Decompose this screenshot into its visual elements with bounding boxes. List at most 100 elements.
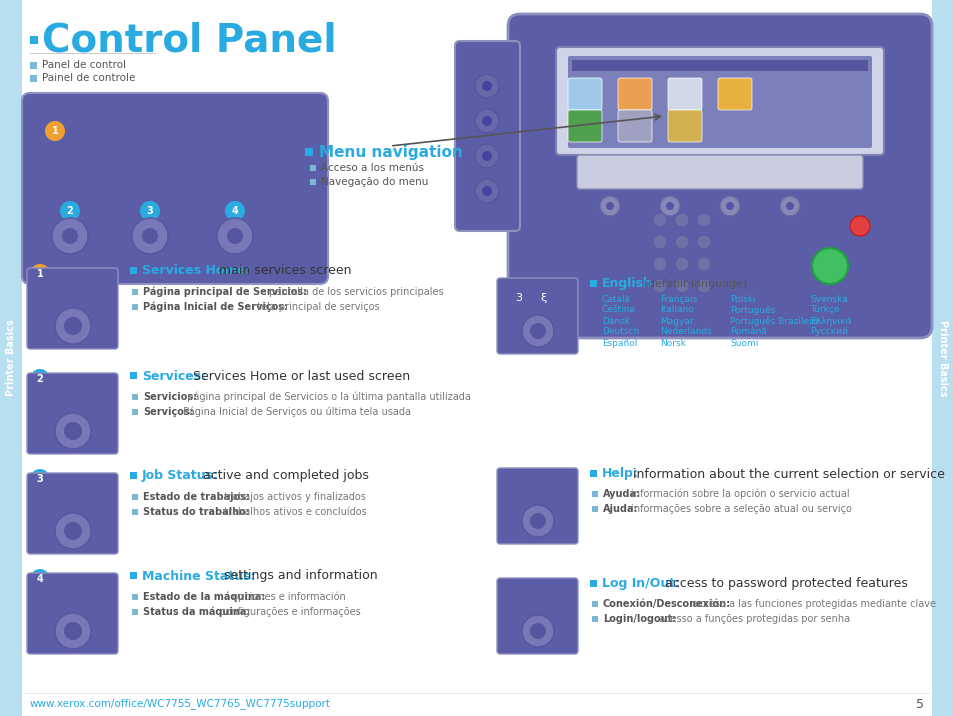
Circle shape bbox=[475, 109, 498, 133]
Circle shape bbox=[785, 202, 793, 210]
FancyBboxPatch shape bbox=[931, 0, 953, 716]
Bar bbox=[132, 409, 138, 415]
Bar bbox=[132, 304, 138, 310]
Text: Services:: Services: bbox=[142, 369, 206, 382]
Text: Nederlands: Nederlands bbox=[659, 327, 711, 337]
Bar bbox=[130, 572, 137, 579]
Circle shape bbox=[30, 369, 50, 389]
Circle shape bbox=[697, 235, 710, 249]
Text: Services Home or last used screen: Services Home or last used screen bbox=[189, 369, 410, 382]
Text: Norsk: Norsk bbox=[659, 339, 685, 347]
Text: Türkçe: Türkçe bbox=[809, 306, 839, 314]
Circle shape bbox=[64, 317, 82, 335]
FancyBboxPatch shape bbox=[618, 110, 651, 142]
FancyBboxPatch shape bbox=[577, 155, 862, 189]
Circle shape bbox=[605, 202, 614, 210]
Circle shape bbox=[780, 196, 800, 216]
Text: Estado de la máquina:: Estado de la máquina: bbox=[143, 591, 265, 602]
Text: Acceso a los menús: Acceso a los menús bbox=[320, 163, 423, 173]
FancyBboxPatch shape bbox=[27, 373, 118, 454]
Text: tela principal de serviços: tela principal de serviços bbox=[253, 302, 379, 312]
Bar bbox=[30, 75, 37, 82]
Bar bbox=[132, 609, 138, 615]
Text: 2: 2 bbox=[67, 206, 73, 216]
Text: 4: 4 bbox=[36, 574, 43, 584]
Text: Panel de control: Panel de control bbox=[42, 60, 126, 70]
Bar bbox=[30, 36, 38, 44]
Text: Română: Română bbox=[729, 327, 766, 337]
FancyBboxPatch shape bbox=[667, 78, 701, 110]
FancyBboxPatch shape bbox=[618, 78, 651, 110]
Text: Log In/Out:: Log In/Out: bbox=[601, 578, 679, 591]
Text: 1: 1 bbox=[36, 269, 43, 279]
Text: Services Home:: Services Home: bbox=[142, 264, 251, 278]
Circle shape bbox=[530, 513, 545, 529]
Circle shape bbox=[652, 213, 666, 227]
Text: 3: 3 bbox=[147, 206, 153, 216]
Circle shape bbox=[481, 81, 492, 91]
Text: trabalhos ativos e concluídos: trabalhos ativos e concluídos bbox=[221, 507, 366, 517]
FancyBboxPatch shape bbox=[27, 268, 118, 349]
Circle shape bbox=[652, 279, 666, 293]
Circle shape bbox=[675, 257, 688, 271]
Text: información sobre la opción o servicio actual: información sobre la opción o servicio a… bbox=[627, 489, 848, 499]
Text: Magyar: Magyar bbox=[659, 316, 693, 326]
Circle shape bbox=[675, 213, 688, 227]
Text: Deutsch: Deutsch bbox=[601, 327, 639, 337]
Text: Polski: Polski bbox=[729, 294, 755, 304]
Text: Suomi: Suomi bbox=[729, 339, 758, 347]
Text: Menu navigation: Menu navigation bbox=[318, 145, 462, 160]
Text: Status do trabalho:: Status do trabalho: bbox=[143, 507, 250, 517]
Text: information about the current selection or service: information about the current selection … bbox=[628, 468, 943, 480]
Circle shape bbox=[530, 623, 545, 639]
Text: Printer Basics: Printer Basics bbox=[937, 319, 947, 397]
Text: Help:: Help: bbox=[601, 468, 639, 480]
Bar bbox=[310, 179, 315, 185]
Text: active and completed jobs: active and completed jobs bbox=[199, 470, 369, 483]
Circle shape bbox=[521, 315, 554, 347]
Bar bbox=[310, 165, 315, 171]
Bar bbox=[589, 280, 597, 287]
Circle shape bbox=[52, 218, 88, 254]
Text: Navegação do menu: Navegação do menu bbox=[320, 177, 428, 187]
FancyBboxPatch shape bbox=[556, 47, 883, 155]
Bar bbox=[592, 491, 598, 497]
Circle shape bbox=[30, 264, 50, 284]
Circle shape bbox=[675, 279, 688, 293]
Text: pantalla de los servicios principales: pantalla de los servicios principales bbox=[266, 287, 443, 297]
Text: Machine Status:: Machine Status: bbox=[142, 569, 255, 583]
Circle shape bbox=[55, 308, 91, 344]
FancyBboxPatch shape bbox=[567, 110, 601, 142]
FancyBboxPatch shape bbox=[667, 110, 701, 142]
FancyBboxPatch shape bbox=[507, 14, 931, 338]
Circle shape bbox=[475, 179, 498, 203]
Text: Job Status:: Job Status: bbox=[142, 470, 218, 483]
Text: Página principal de Servicios:: Página principal de Servicios: bbox=[143, 286, 307, 297]
Text: Français: Français bbox=[659, 294, 697, 304]
FancyBboxPatch shape bbox=[27, 473, 118, 554]
Circle shape bbox=[140, 201, 160, 221]
Text: Painel de controle: Painel de controle bbox=[42, 73, 135, 83]
Text: main services screen: main services screen bbox=[214, 264, 351, 278]
Circle shape bbox=[55, 413, 91, 449]
Bar bbox=[130, 472, 137, 479]
FancyBboxPatch shape bbox=[497, 468, 578, 544]
Circle shape bbox=[62, 228, 78, 244]
Text: (default language): (default language) bbox=[639, 279, 746, 289]
Text: Português: Português bbox=[729, 305, 775, 315]
Bar bbox=[572, 60, 867, 71]
Circle shape bbox=[132, 218, 168, 254]
Circle shape bbox=[659, 196, 679, 216]
Bar bbox=[305, 148, 313, 156]
Circle shape bbox=[697, 257, 710, 271]
Circle shape bbox=[225, 201, 245, 221]
Text: Čeština: Čeština bbox=[601, 306, 636, 314]
Bar bbox=[132, 594, 138, 600]
Bar bbox=[589, 470, 597, 477]
Text: Login/logout:: Login/logout: bbox=[602, 614, 676, 624]
Text: English: English bbox=[601, 278, 652, 291]
Text: acesso a funções protegidas por senha: acesso a funções protegidas por senha bbox=[656, 614, 849, 624]
Circle shape bbox=[481, 186, 492, 196]
Circle shape bbox=[665, 202, 673, 210]
Text: Página Inicial de Serviços ou última tela usada: Página Inicial de Serviços ou última tel… bbox=[180, 407, 411, 417]
